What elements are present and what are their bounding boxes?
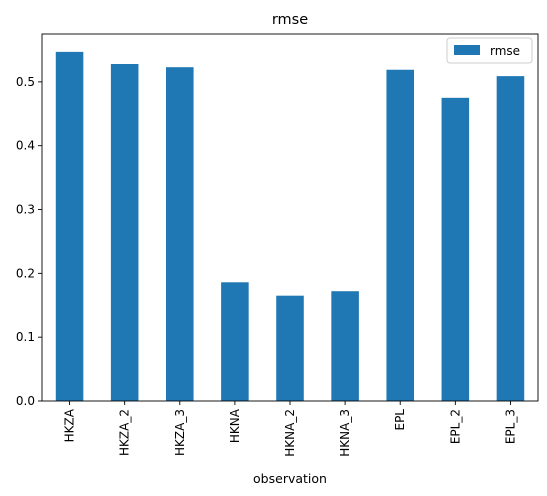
bar-hkza-2 — [110, 63, 139, 401]
legend: rmse — [446, 37, 533, 64]
bar-epl-3 — [496, 76, 525, 401]
y-tick-label: 0.1 — [16, 330, 35, 344]
y-tick-label: 0.4 — [16, 139, 35, 153]
y-tick-label: 0.2 — [16, 266, 35, 280]
y-tick-label: 0.0 — [16, 394, 35, 408]
y-tick-label: 0.5 — [16, 75, 35, 89]
x-tick-label: HKNA_2 — [283, 409, 297, 457]
bar-hkna-3 — [331, 291, 359, 401]
bar-epl — [386, 69, 414, 401]
x-tick-label: HKZA_2 — [118, 409, 132, 456]
x-tick-label: EPL — [393, 409, 407, 431]
bar-epl-2 — [441, 97, 470, 402]
chart-title: rmse — [272, 12, 308, 28]
bars — [55, 51, 525, 402]
y-tick-label: 0.3 — [16, 203, 35, 217]
x-tick-label: HKZA_3 — [173, 409, 187, 456]
legend-frame — [446, 37, 533, 64]
y-axis: 0.0 0.1 0.2 0.3 0.4 0.5 — [16, 75, 42, 408]
x-axis-title: observation — [253, 471, 327, 486]
legend-swatch — [454, 45, 480, 55]
bar-hkza — [55, 51, 84, 401]
x-tick-label: EPL_3 — [503, 409, 517, 444]
bar-hkna-2 — [276, 295, 304, 401]
x-tick-label: HKZA — [63, 408, 77, 442]
bar-hkza-3 — [166, 67, 194, 401]
legend-label: rmse — [490, 44, 520, 58]
bar-hkna — [221, 282, 249, 401]
x-axis: HKZA HKZA_2 HKZA_3 HKNA HKNA_2 HKNA_3 EPL EPL_2… — [63, 401, 517, 457]
x-tick-label: HKNA_3 — [338, 409, 352, 457]
x-tick-label: EPL_2 — [448, 409, 462, 444]
x-tick-label: HKNA — [228, 408, 242, 443]
